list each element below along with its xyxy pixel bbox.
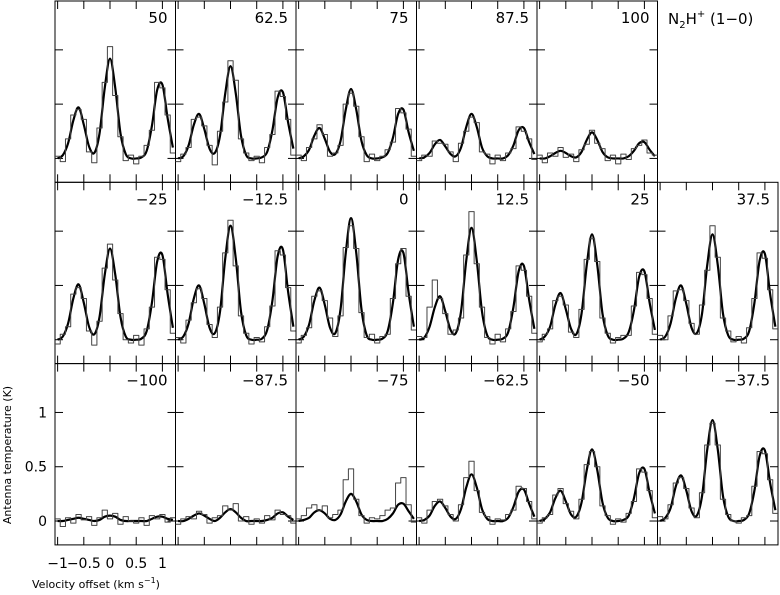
x-tick-label: 1 — [158, 556, 167, 572]
model-fit — [418, 473, 536, 523]
observed-spectrum — [55, 243, 176, 346]
label-part: (1−0) — [705, 10, 753, 28]
model-fit — [539, 448, 656, 523]
panel-title: 87.5 — [496, 9, 529, 27]
panel-frame — [295, 181, 417, 365]
model-fit — [177, 224, 295, 342]
panel-title: −87.5 — [242, 372, 288, 390]
label-part: + — [697, 9, 705, 20]
y-axis-label: Antenna temperature (K) — [1, 386, 14, 524]
panel-frame — [536, 363, 658, 546]
panel-title: −100 — [126, 372, 167, 390]
x-tick-label: 0.5 — [125, 556, 147, 572]
y-tick-label: 0 — [38, 514, 47, 530]
observed-spectrum — [537, 238, 658, 344]
model-fit — [177, 65, 295, 160]
panel-title: 12.5 — [496, 190, 529, 208]
panel-title: −12.5 — [242, 190, 288, 208]
observed-spectrum — [537, 129, 658, 165]
label-part: N — [668, 10, 679, 28]
panel-title: −25 — [136, 190, 168, 208]
label-part: Velocity offset (km s — [32, 578, 144, 591]
observed-spectrum — [657, 422, 778, 524]
model-fit — [298, 492, 415, 523]
model-fit — [659, 418, 777, 523]
panel-title: 25 — [630, 190, 649, 208]
model-fit — [57, 247, 174, 342]
observed-spectrum — [175, 60, 296, 166]
panel-title: −75 — [377, 372, 409, 390]
model-fit — [57, 514, 174, 523]
panel-frame — [416, 363, 538, 546]
panel-title: −50 — [618, 372, 650, 390]
panel-title: 100 — [621, 9, 650, 27]
panel-title: 50 — [148, 9, 167, 27]
panel-frame — [295, 0, 417, 183]
model-fit — [539, 233, 656, 342]
y-tick-label: 1 — [38, 405, 47, 421]
observed-spectrum — [537, 451, 658, 525]
panel-title: −37.5 — [724, 372, 770, 390]
x-tick-label: −0.5 — [67, 556, 101, 572]
panel-title: −62.5 — [483, 372, 529, 390]
observed-spectrum — [416, 460, 537, 525]
panel-frame — [175, 363, 297, 546]
model-fit — [57, 57, 174, 160]
label-part: 2 — [679, 20, 685, 31]
model-fit — [178, 507, 294, 523]
panel-title: 75 — [389, 9, 408, 27]
observed-spectrum — [296, 225, 417, 344]
panel-title: 37.5 — [737, 190, 770, 208]
observed-spectrum — [296, 468, 417, 524]
panel-title: 0 — [399, 190, 409, 208]
panel-title: 62.5 — [255, 9, 288, 27]
observed-spectrum — [175, 503, 296, 525]
observed-spectrum — [416, 116, 537, 165]
panel-frame — [175, 181, 297, 365]
panel-frame — [536, 0, 658, 183]
model-fit — [298, 87, 415, 160]
model-fit — [418, 226, 536, 342]
model-fit — [418, 112, 536, 160]
molecule-label: N2H+ (1−0) — [668, 9, 753, 31]
model-fit — [298, 217, 415, 342]
x-axis-label: Velocity offset (km s−1) — [32, 576, 160, 591]
panel-frame — [657, 363, 779, 546]
observed-spectrum — [175, 219, 296, 345]
label-part: ) — [156, 578, 160, 591]
observed-spectrum — [657, 225, 778, 344]
panel-frame — [295, 363, 417, 546]
label-part: H — [686, 10, 697, 28]
panel-frame — [416, 0, 538, 183]
y-tick-label: 0.5 — [25, 460, 47, 476]
model-fit — [659, 233, 777, 342]
observed-spectrum — [55, 46, 176, 165]
observed-spectrum — [55, 509, 176, 527]
observed-spectrum — [416, 211, 537, 345]
label-part: −1 — [144, 576, 156, 585]
x-tick-label: −1 — [47, 556, 68, 572]
observed-spectrum — [296, 92, 417, 163]
x-tick-label: 0 — [106, 556, 115, 572]
